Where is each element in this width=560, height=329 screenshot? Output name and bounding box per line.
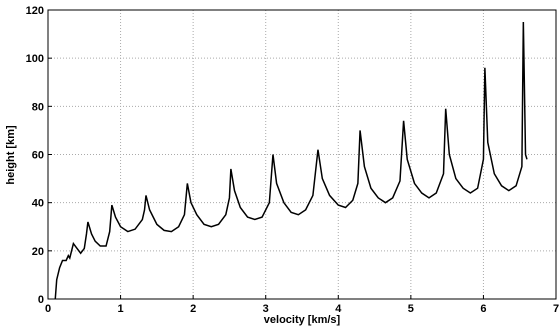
x-tick-label: 3 <box>263 303 269 315</box>
y-axis-label: height [km] <box>5 125 17 185</box>
y-tick-label: 80 <box>32 101 44 113</box>
data-line <box>54 22 528 300</box>
x-tick-label: 4 <box>335 303 342 315</box>
x-tick-label: 1 <box>118 303 124 315</box>
x-tick-label: 0 <box>45 303 51 315</box>
x-tick-label: 5 <box>408 303 414 315</box>
y-tick-label: 120 <box>26 5 44 17</box>
y-tick-label: 20 <box>32 246 44 258</box>
y-tick-label: 100 <box>26 53 44 65</box>
y-tick-label: 0 <box>38 294 44 306</box>
x-tick-label: 2 <box>190 303 196 315</box>
x-tick-label: 6 <box>480 303 486 315</box>
axes-box <box>47 9 557 300</box>
x-tick-label: 7 <box>553 303 559 315</box>
plot-area <box>48 10 556 299</box>
y-tick-label: 40 <box>32 198 44 210</box>
y-tick-label: 60 <box>32 150 44 162</box>
x-axis-label: velocity [km/s] <box>264 314 341 326</box>
